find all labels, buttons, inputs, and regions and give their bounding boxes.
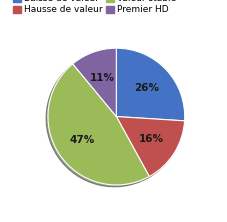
Wedge shape xyxy=(116,117,185,176)
Text: 11%: 11% xyxy=(90,73,115,83)
Wedge shape xyxy=(48,64,149,185)
Wedge shape xyxy=(73,48,116,117)
Text: 16%: 16% xyxy=(138,133,163,144)
Legend: Baisse de valeur, Hausse de valeur, Valeur stable, Premier HD: Baisse de valeur, Hausse de valeur, Vale… xyxy=(10,0,180,18)
Text: 26%: 26% xyxy=(134,83,159,93)
Wedge shape xyxy=(116,48,185,121)
Text: 47%: 47% xyxy=(70,135,95,145)
